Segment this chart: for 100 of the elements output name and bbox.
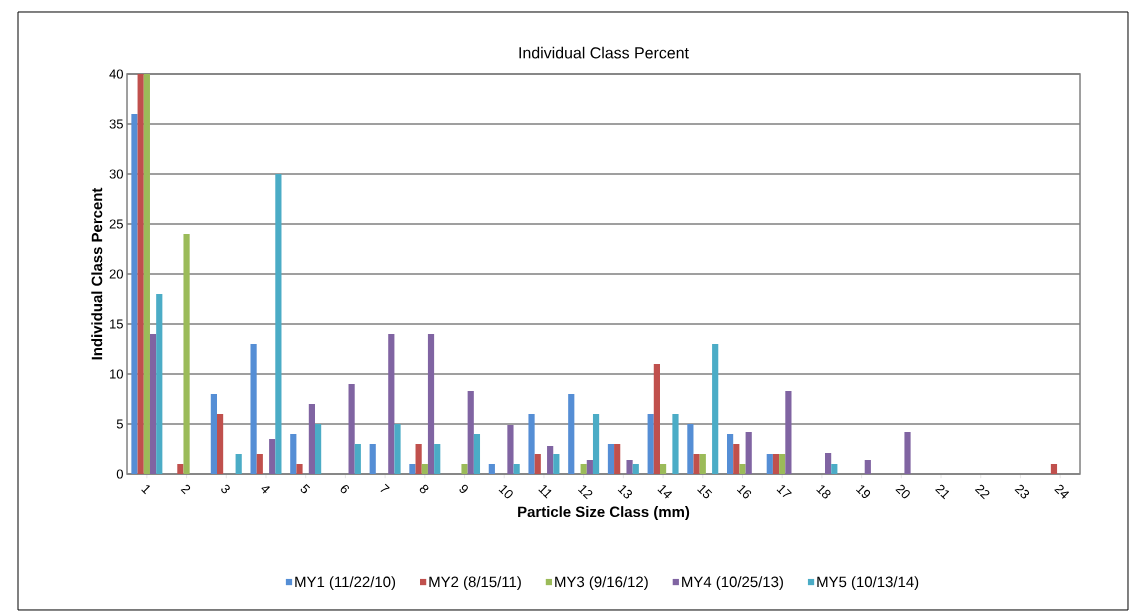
y-tick-label: 15 bbox=[110, 319, 123, 329]
bar bbox=[672, 413, 679, 474]
x-tick-label: 17 bbox=[776, 485, 792, 498]
bar bbox=[528, 413, 535, 474]
x-axis-title: Particle Size Class (mm) bbox=[518, 506, 690, 521]
bar bbox=[712, 343, 719, 474]
bar bbox=[687, 423, 694, 474]
x-tick-label: 5 bbox=[300, 483, 311, 494]
bar bbox=[647, 413, 654, 474]
x-tick-label: 10 bbox=[498, 485, 513, 499]
y-tick-label: 0 bbox=[116, 469, 123, 479]
bar bbox=[131, 113, 138, 474]
x-tick-label: 15 bbox=[697, 485, 713, 499]
bar bbox=[547, 445, 554, 474]
x-tick-label: 13 bbox=[617, 485, 633, 499]
bar bbox=[507, 424, 514, 474]
bar bbox=[256, 453, 263, 474]
x-tick-label: 9 bbox=[459, 484, 468, 493]
bar bbox=[290, 433, 297, 474]
bar bbox=[1050, 463, 1058, 474]
bar bbox=[156, 293, 163, 474]
y-tick-label: 20 bbox=[109, 269, 123, 279]
x-tick-label: 24 bbox=[1054, 484, 1070, 499]
bar bbox=[177, 463, 184, 474]
bar bbox=[143, 73, 150, 474]
bar bbox=[831, 463, 838, 474]
x-tick-label: 8 bbox=[419, 484, 429, 494]
bar bbox=[137, 73, 144, 474]
x-tick-label: 16 bbox=[736, 485, 752, 499]
y-tick-label: 35 bbox=[109, 119, 123, 129]
chart-title: Individual Class Percent bbox=[519, 46, 689, 59]
legend-label: MY5 (10/13/14) bbox=[817, 576, 919, 591]
x-tick-label: 12 bbox=[577, 485, 593, 500]
bar bbox=[699, 453, 706, 474]
bar bbox=[149, 333, 157, 474]
bar bbox=[745, 431, 752, 474]
bar bbox=[553, 453, 560, 474]
bar bbox=[653, 363, 660, 474]
x-tick-label: 18 bbox=[816, 485, 831, 499]
bar bbox=[409, 463, 416, 474]
bar bbox=[632, 463, 639, 474]
x-tick-label: 7 bbox=[380, 483, 390, 492]
legend-label: MY1 (11/22/10) bbox=[295, 576, 396, 591]
bar bbox=[434, 443, 441, 474]
bar bbox=[513, 463, 520, 474]
x-tick-label: 22 bbox=[974, 484, 990, 500]
legend-label: MY4 (10/25/13) bbox=[682, 576, 783, 591]
bar bbox=[726, 433, 734, 474]
x-tick-label: 2 bbox=[180, 484, 191, 495]
bar bbox=[296, 463, 303, 474]
x-tick-label: 19 bbox=[855, 485, 871, 499]
bar bbox=[766, 453, 773, 474]
bar bbox=[467, 390, 474, 474]
bar bbox=[614, 443, 621, 474]
bar bbox=[659, 463, 667, 474]
bar bbox=[308, 403, 315, 474]
bar bbox=[369, 443, 376, 474]
bar bbox=[580, 463, 587, 474]
bar bbox=[488, 463, 495, 474]
bar bbox=[250, 343, 257, 474]
bar bbox=[733, 443, 740, 474]
x-tick-label: 21 bbox=[935, 484, 950, 500]
bar bbox=[183, 233, 190, 474]
bar bbox=[348, 383, 355, 474]
bar bbox=[210, 393, 217, 474]
bar bbox=[626, 459, 633, 474]
bar bbox=[693, 453, 700, 474]
y-tick-label: 40 bbox=[109, 69, 123, 79]
bar bbox=[534, 453, 541, 474]
bar bbox=[473, 433, 481, 474]
bar bbox=[785, 390, 792, 474]
bar bbox=[394, 423, 401, 474]
bar bbox=[864, 459, 871, 474]
y-tick-label: 30 bbox=[109, 169, 123, 179]
bar bbox=[388, 333, 395, 474]
x-tick-label: 20 bbox=[895, 484, 910, 499]
bar bbox=[421, 463, 428, 474]
x-tick-label: 3 bbox=[221, 484, 230, 494]
bar bbox=[586, 459, 593, 474]
bar bbox=[825, 452, 832, 474]
bar bbox=[461, 463, 468, 474]
bar bbox=[779, 453, 786, 474]
x-tick-label: 6 bbox=[340, 485, 349, 494]
bar bbox=[772, 453, 780, 474]
x-tick-label: 23 bbox=[1014, 484, 1030, 499]
bar bbox=[592, 413, 600, 474]
bar bbox=[269, 438, 276, 474]
bar bbox=[275, 173, 282, 474]
x-tick-label: 1 bbox=[141, 485, 150, 495]
legend-label: MY2 (8/15/11) bbox=[429, 576, 521, 591]
bar bbox=[315, 423, 322, 474]
bar bbox=[354, 443, 361, 474]
bar bbox=[739, 463, 746, 474]
bar bbox=[427, 333, 435, 474]
legend-label: MY3 (9/16/12) bbox=[555, 576, 648, 591]
bar bbox=[216, 413, 224, 474]
y-tick-label: 25 bbox=[109, 219, 123, 229]
bar bbox=[235, 453, 242, 474]
x-tick-label: 11 bbox=[538, 485, 552, 499]
x-tick-label: 14 bbox=[657, 485, 673, 499]
